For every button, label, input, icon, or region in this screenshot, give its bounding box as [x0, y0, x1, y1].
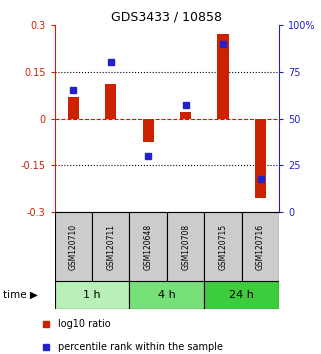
Bar [204, 212, 242, 281]
Bar [92, 212, 129, 281]
Bar [143, 119, 154, 142]
Bar [167, 212, 204, 281]
Bar [129, 281, 204, 309]
Text: 1 h: 1 h [83, 290, 101, 300]
Text: GSM120711: GSM120711 [106, 224, 115, 270]
Bar [242, 212, 279, 281]
Text: GSM120648: GSM120648 [144, 224, 153, 270]
Bar [255, 119, 266, 198]
Title: GDS3433 / 10858: GDS3433 / 10858 [111, 11, 222, 24]
Bar [55, 212, 92, 281]
Text: GSM120708: GSM120708 [181, 224, 190, 270]
Text: 4 h: 4 h [158, 290, 176, 300]
Text: percentile rank within the sample: percentile rank within the sample [58, 342, 223, 352]
Bar [204, 281, 279, 309]
Text: GSM120710: GSM120710 [69, 224, 78, 270]
Bar [105, 84, 116, 119]
Bar [55, 281, 129, 309]
Text: GSM120716: GSM120716 [256, 224, 265, 270]
Text: time ▶: time ▶ [3, 290, 38, 300]
Text: log10 ratio: log10 ratio [58, 319, 110, 329]
Bar [180, 112, 191, 119]
Bar [217, 34, 229, 119]
Bar [129, 212, 167, 281]
Bar [68, 97, 79, 119]
Text: 24 h: 24 h [230, 290, 254, 300]
Text: GSM120715: GSM120715 [219, 224, 228, 270]
